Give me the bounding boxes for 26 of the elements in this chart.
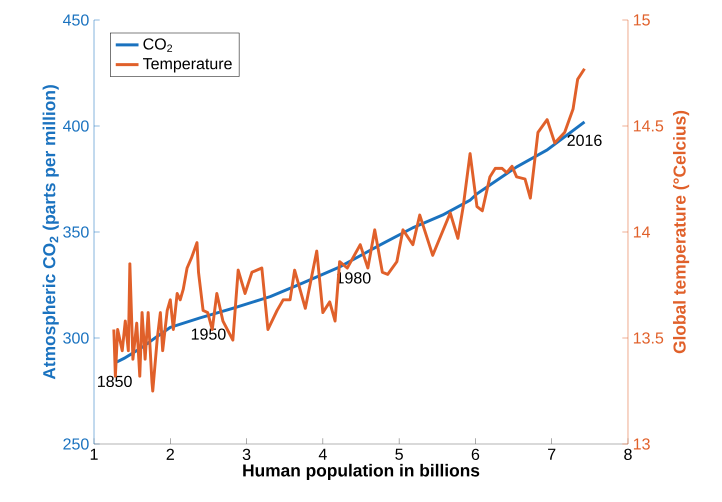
annotation: 1950	[192, 328, 226, 340]
legend-label: CO$_{2}$	[143, 38, 172, 52]
x-tick-label: 5	[395, 448, 403, 460]
x-axis-title: Human population in billions	[243, 464, 480, 480]
x-tick-label: 2	[166, 448, 174, 460]
legend-label: Temperature	[143, 58, 232, 72]
y2-axis-title: Global temperature (°Celcius)	[672, 110, 690, 354]
y-tick-label: 350	[63, 226, 89, 238]
x-tick-label: 7	[548, 448, 556, 460]
text: Atmospheric CO$_{2}$ (parts per million)	[42, 85, 59, 380]
x-tick-label: 8	[624, 448, 632, 460]
y2-tick-label: 14.5	[634, 120, 664, 132]
y-tick-label: 300	[63, 332, 89, 344]
x-tick-label: 4	[318, 448, 327, 460]
y-tick-label: 250	[63, 438, 89, 450]
y2-tick-label: 13.5	[634, 332, 664, 344]
y2-tick-label: 14	[634, 226, 650, 238]
x-tick-label: 1	[90, 448, 98, 460]
x-tick-label: 6	[472, 448, 480, 460]
x-tick-label: 3	[242, 448, 250, 460]
annotation: 2016	[568, 134, 602, 146]
annotation: 1850	[98, 376, 132, 388]
y2-tick-label: 13	[634, 438, 650, 450]
y2-tick-label: 15	[634, 14, 650, 26]
y-tick-label: 450	[62, 14, 89, 26]
y-tick-label: 400	[62, 120, 89, 132]
